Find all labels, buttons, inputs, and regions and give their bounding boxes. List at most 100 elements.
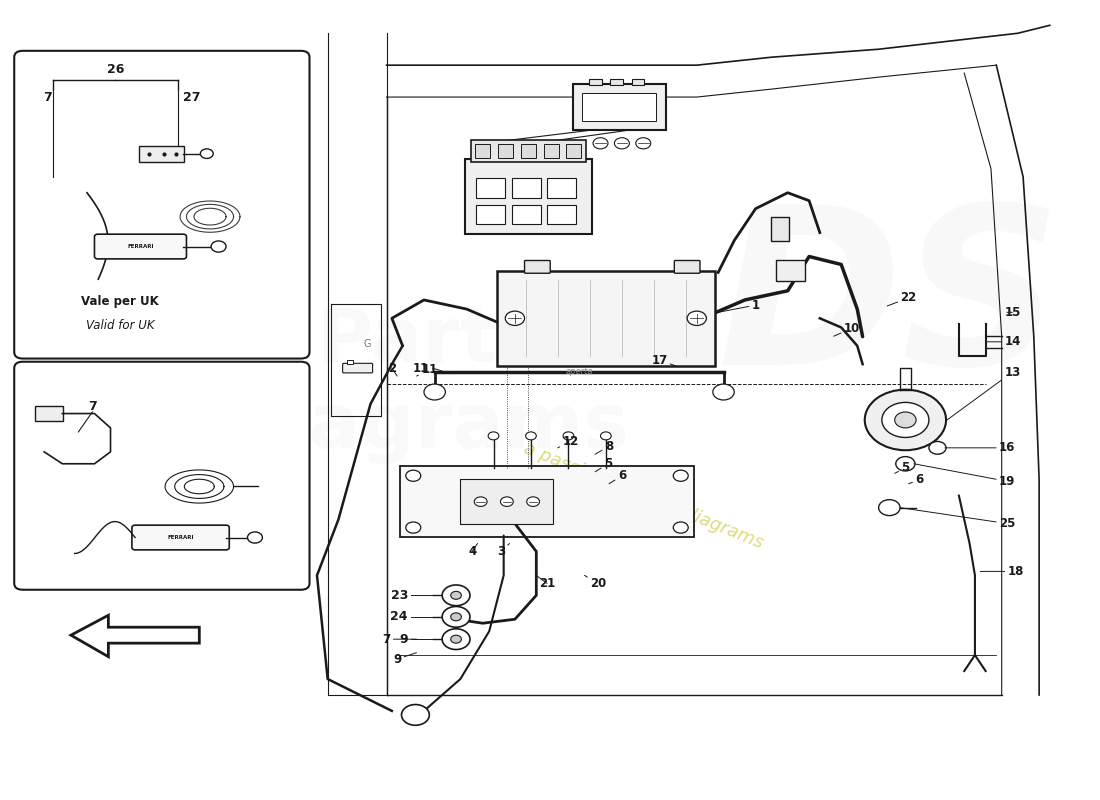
Circle shape [451, 613, 461, 621]
Circle shape [527, 497, 539, 506]
Circle shape [442, 585, 470, 606]
Circle shape [673, 470, 689, 482]
Circle shape [895, 457, 915, 471]
Text: 18: 18 [980, 565, 1024, 578]
Text: 1: 1 [718, 298, 760, 312]
Text: 20: 20 [584, 575, 606, 590]
FancyBboxPatch shape [14, 51, 309, 358]
FancyBboxPatch shape [34, 406, 64, 421]
Text: Vale per UK: Vale per UK [81, 295, 160, 308]
Polygon shape [70, 615, 199, 657]
Text: 25: 25 [900, 508, 1015, 530]
Circle shape [406, 470, 421, 482]
Circle shape [442, 606, 470, 627]
Text: 17: 17 [651, 354, 675, 366]
FancyBboxPatch shape [547, 178, 576, 198]
Text: G: G [363, 339, 371, 349]
Text: 14: 14 [986, 335, 1021, 348]
FancyBboxPatch shape [771, 218, 789, 242]
Circle shape [894, 412, 916, 428]
Text: 15: 15 [1004, 306, 1021, 319]
Text: 6: 6 [909, 474, 923, 486]
Text: 6: 6 [609, 470, 626, 484]
Circle shape [688, 311, 706, 326]
Text: FERRARI: FERRARI [167, 535, 194, 540]
Text: Valid for UK: Valid for UK [86, 319, 154, 332]
Text: Parts
diagrams: Parts diagrams [229, 304, 630, 464]
Text: FERRARI: FERRARI [128, 244, 154, 249]
Circle shape [673, 522, 689, 533]
Circle shape [451, 635, 461, 643]
Text: 5: 5 [894, 462, 910, 474]
FancyBboxPatch shape [573, 84, 666, 130]
Text: 24: 24 [390, 610, 408, 623]
Text: 4: 4 [468, 543, 477, 558]
FancyBboxPatch shape [631, 78, 645, 85]
Circle shape [713, 384, 734, 400]
FancyBboxPatch shape [498, 144, 513, 158]
Text: 7: 7 [383, 633, 417, 646]
FancyBboxPatch shape [525, 261, 550, 274]
FancyBboxPatch shape [610, 78, 623, 85]
Circle shape [424, 384, 446, 400]
Text: aperta: aperta [565, 367, 593, 376]
Circle shape [636, 138, 651, 149]
Text: 8: 8 [595, 440, 613, 454]
Circle shape [442, 629, 470, 650]
FancyBboxPatch shape [566, 144, 581, 158]
Text: a passion for Parts diagrams: a passion for Parts diagrams [520, 439, 766, 552]
FancyBboxPatch shape [400, 466, 694, 537]
Text: 11: 11 [417, 363, 438, 376]
Text: 10: 10 [834, 322, 860, 336]
FancyBboxPatch shape [520, 144, 536, 158]
Text: 16: 16 [945, 442, 1015, 454]
FancyBboxPatch shape [140, 146, 185, 162]
Circle shape [402, 705, 429, 726]
Text: 2: 2 [388, 362, 397, 376]
FancyBboxPatch shape [460, 479, 553, 524]
Text: 9: 9 [393, 653, 417, 666]
FancyBboxPatch shape [95, 234, 187, 259]
Text: 11: 11 [414, 362, 429, 374]
FancyBboxPatch shape [132, 525, 229, 550]
Text: 19: 19 [914, 464, 1015, 488]
Text: 9: 9 [399, 633, 408, 646]
Circle shape [505, 311, 525, 326]
Text: 27: 27 [184, 91, 201, 105]
Text: 22: 22 [888, 291, 916, 306]
Text: 21: 21 [537, 575, 556, 590]
Circle shape [882, 402, 928, 438]
FancyBboxPatch shape [14, 362, 309, 590]
FancyBboxPatch shape [343, 363, 373, 373]
Circle shape [474, 497, 487, 506]
Text: 5: 5 [595, 458, 612, 472]
Circle shape [865, 390, 946, 450]
FancyBboxPatch shape [464, 159, 592, 234]
FancyBboxPatch shape [512, 205, 540, 224]
Circle shape [615, 138, 629, 149]
Circle shape [488, 432, 499, 440]
Circle shape [563, 432, 574, 440]
Circle shape [500, 497, 514, 506]
Circle shape [928, 442, 946, 454]
Circle shape [526, 432, 537, 440]
FancyBboxPatch shape [476, 178, 505, 198]
Text: 23: 23 [390, 589, 408, 602]
FancyBboxPatch shape [475, 144, 491, 158]
Circle shape [601, 432, 612, 440]
Text: DS: DS [717, 198, 1062, 411]
Circle shape [451, 591, 461, 599]
FancyBboxPatch shape [471, 140, 585, 162]
FancyBboxPatch shape [588, 78, 602, 85]
Text: 13: 13 [947, 366, 1021, 420]
FancyBboxPatch shape [346, 360, 353, 364]
FancyBboxPatch shape [476, 205, 505, 224]
Circle shape [879, 500, 900, 515]
Circle shape [593, 138, 608, 149]
FancyBboxPatch shape [582, 93, 656, 121]
Text: 3: 3 [497, 543, 509, 558]
FancyBboxPatch shape [547, 205, 576, 224]
FancyBboxPatch shape [776, 260, 805, 282]
FancyBboxPatch shape [497, 271, 715, 366]
Text: 12: 12 [558, 435, 579, 448]
